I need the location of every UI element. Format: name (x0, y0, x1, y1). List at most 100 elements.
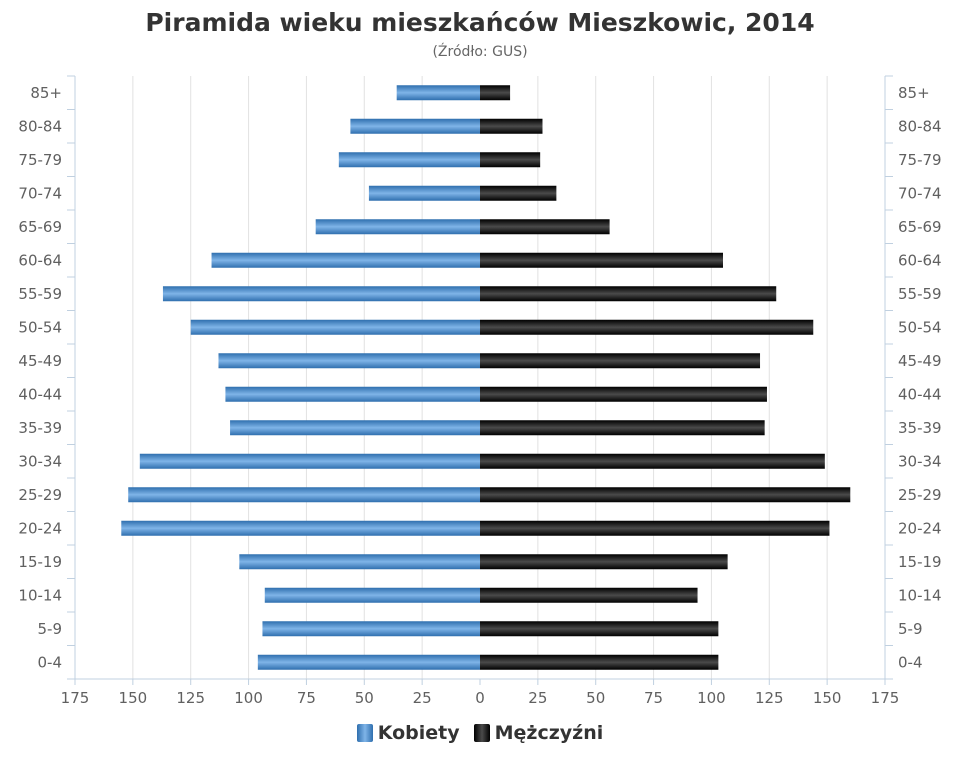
bar-mezczyzni-65-69[interactable] (480, 219, 610, 235)
bar-mezczyzni-15-19[interactable] (480, 554, 728, 570)
right-category-label: 80-84 (898, 117, 942, 135)
x-tick-label: 75 (644, 689, 663, 707)
legend-item-mezczyzni[interactable]: Mężczyźni (473, 722, 604, 744)
bar-kobiety-5-9[interactable] (262, 621, 480, 637)
bar-mezczyzni-55-59[interactable] (480, 286, 777, 302)
left-category-label: 65-69 (18, 218, 62, 236)
bar-kobiety-75-79[interactable] (338, 152, 480, 168)
bar-mezczyzni-30-34[interactable] (480, 453, 825, 469)
right-category-label: 35-39 (898, 419, 942, 437)
legend-swatch-kobiety (356, 724, 373, 742)
bar-kobiety-60-64[interactable] (211, 252, 481, 268)
right-category-label: 85+ (898, 84, 930, 102)
x-tick-label: 175 (871, 689, 900, 707)
bar-kobiety-10-14[interactable] (264, 587, 480, 603)
right-category-label: 5-9 (898, 620, 923, 638)
left-category-label: 15-19 (18, 553, 62, 571)
legend-swatch-mezczyzni (473, 724, 490, 742)
legend-label-mezczyzni: Mężczyźni (494, 722, 604, 744)
left-category-label: 55-59 (18, 285, 62, 303)
left-category-label: 70-74 (18, 184, 62, 202)
left-category-label: 60-64 (18, 251, 62, 269)
bar-kobiety-15-19[interactable] (239, 554, 480, 570)
x-tick-label: 0 (475, 689, 485, 707)
right-category-label: 30-34 (898, 452, 942, 470)
legend-label-kobiety: Kobiety (377, 722, 460, 744)
left-category-label: 50-54 (18, 318, 62, 336)
x-tick-label: 25 (528, 689, 547, 707)
right-category-label: 45-49 (898, 352, 942, 370)
left-category-label: 45-49 (18, 352, 62, 370)
right-category-label: 50-54 (898, 318, 942, 336)
bar-mezczyzni-20-24[interactable] (480, 520, 830, 536)
right-category-label: 55-59 (898, 285, 942, 303)
legend: Kobiety Mężczyźni (0, 722, 960, 744)
bar-kobiety-20-24[interactable] (121, 520, 481, 536)
bar-mezczyzni-0-4[interactable] (480, 654, 719, 670)
bar-kobiety-35-39[interactable] (230, 420, 480, 436)
x-tick-label: 50 (355, 689, 374, 707)
right-category-label: 0-4 (898, 653, 923, 671)
x-tick-label: 100 (697, 689, 726, 707)
bar-mezczyzni-80-84[interactable] (480, 118, 543, 134)
grid-lines (67, 75, 893, 685)
right-category-label: 40-44 (898, 385, 942, 403)
bar-kobiety-40-44[interactable] (225, 386, 480, 402)
left-category-label: 25-29 (18, 486, 62, 504)
bar-mezczyzni-35-39[interactable] (480, 420, 765, 436)
bar-kobiety-80-84[interactable] (350, 118, 480, 134)
right-category-label: 20-24 (898, 519, 942, 537)
bar-kobiety-0-4[interactable] (257, 654, 480, 670)
legend-item-kobiety[interactable]: Kobiety (356, 722, 460, 744)
left-category-label: 75-79 (18, 151, 62, 169)
x-tick-label: 25 (413, 689, 432, 707)
x-tick-label: 175 (61, 689, 90, 707)
bar-mezczyzni-50-54[interactable] (480, 319, 814, 335)
bar-mezczyzni-85+[interactable] (480, 85, 511, 101)
x-tick-label: 50 (586, 689, 605, 707)
bar-kobiety-30-34[interactable] (139, 453, 481, 469)
bar-kobiety-25-29[interactable] (128, 487, 480, 503)
left-category-label: 40-44 (18, 385, 62, 403)
right-category-label: 60-64 (898, 251, 942, 269)
bar-mezczyzni-5-9[interactable] (480, 621, 719, 637)
bar-kobiety-55-59[interactable] (162, 286, 480, 302)
right-category-label: 65-69 (898, 218, 942, 236)
x-tick-label: 125 (176, 689, 205, 707)
right-category-label: 75-79 (898, 151, 942, 169)
right-category-label: 25-29 (898, 486, 942, 504)
left-category-label: 80-84 (18, 117, 62, 135)
bar-mezczyzni-10-14[interactable] (480, 587, 698, 603)
bar-kobiety-45-49[interactable] (218, 353, 480, 369)
x-tick-label: 150 (813, 689, 842, 707)
bars (121, 85, 851, 670)
bar-kobiety-50-54[interactable] (190, 319, 480, 335)
bar-kobiety-70-74[interactable] (368, 185, 480, 201)
right-category-label: 15-19 (898, 553, 942, 571)
left-category-label: 85+ (30, 84, 62, 102)
bar-mezczyzni-45-49[interactable] (480, 353, 761, 369)
left-category-label: 30-34 (18, 452, 62, 470)
chart-subtitle: (Źródło: GUS) (432, 44, 528, 60)
bar-mezczyzni-60-64[interactable] (480, 252, 723, 268)
x-tick-label: 150 (119, 689, 148, 707)
left-category-label: 0-4 (38, 653, 63, 671)
right-category-label: 70-74 (898, 184, 942, 202)
bar-mezczyzni-25-29[interactable] (480, 487, 851, 503)
left-category-label: 20-24 (18, 519, 62, 537)
bar-kobiety-85+[interactable] (396, 85, 480, 101)
x-tick-label: 125 (755, 689, 784, 707)
axis-labels: 85+ 85+ 80-84 80-84 75-79 75-79 70-74 70-74 65-6… (18, 84, 941, 707)
bar-kobiety-65-69[interactable] (315, 219, 480, 235)
left-category-label: 10-14 (18, 586, 62, 604)
left-category-label: 35-39 (18, 419, 62, 437)
bar-mezczyzni-40-44[interactable] (480, 386, 767, 402)
bar-mezczyzni-70-74[interactable] (480, 185, 557, 201)
left-category-label: 5-9 (38, 620, 63, 638)
x-tick-label: 100 (234, 689, 263, 707)
chart-title: Piramida wieku mieszkańców Mieszkowic, 2… (145, 8, 815, 37)
right-category-label: 10-14 (898, 586, 942, 604)
x-tick-label: 75 (297, 689, 316, 707)
bar-mezczyzni-75-79[interactable] (480, 152, 541, 168)
